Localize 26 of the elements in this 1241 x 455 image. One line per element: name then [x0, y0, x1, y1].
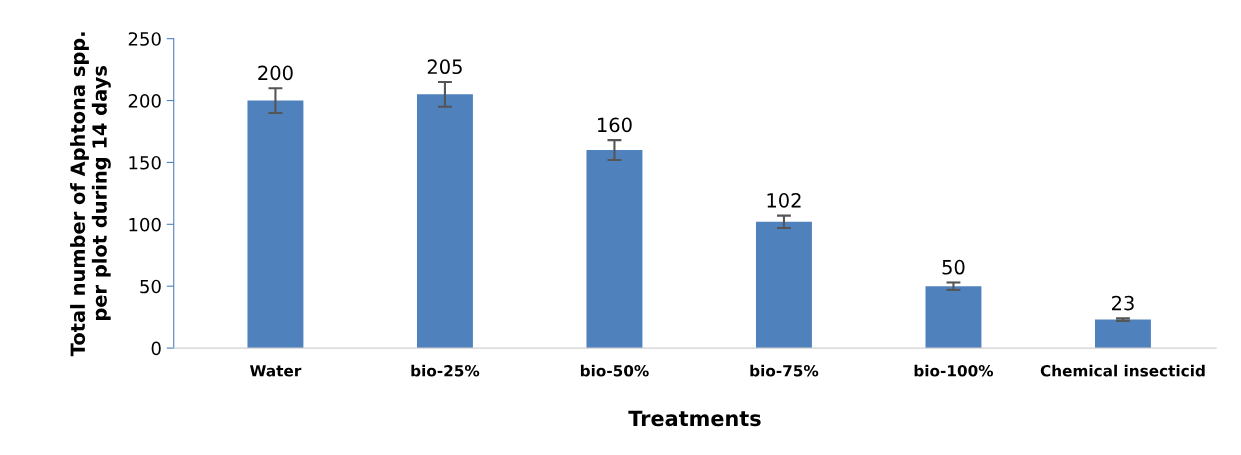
y-axis-title: Total number of Aphtona spp. per plot during 14 days — [70, 32, 111, 357]
x-tick-label: bio-100% — [914, 364, 994, 377]
y-tick-label: 250 — [128, 32, 161, 46]
bar — [247, 100, 304, 349]
bar — [586, 150, 643, 349]
data-label: 50 — [942, 259, 965, 275]
y-tick-label: 0 — [151, 341, 161, 356]
x-tick-label: Water — [249, 365, 302, 377]
data-label: 102 — [767, 193, 801, 208]
bar — [416, 94, 473, 349]
x-tick-label: Chemical insecticid — [1040, 364, 1205, 377]
data-label: 23 — [1112, 295, 1134, 311]
x-axis-title: Treatments — [628, 410, 761, 427]
bar — [925, 286, 982, 349]
y-tick-label: 150 — [129, 155, 161, 170]
bar — [755, 221, 812, 349]
bar — [1094, 319, 1151, 349]
x-tick-label: bio-50% — [580, 364, 649, 377]
data-label: 160 — [598, 117, 632, 133]
x-tick-label: bio-25% — [411, 364, 480, 377]
y-tick-label: 100 — [129, 217, 161, 232]
y-tick-label: 200 — [128, 94, 161, 108]
data-label: 205 — [427, 59, 462, 75]
y-tick-label: 50 — [140, 279, 161, 294]
data-label: 200 — [258, 65, 293, 81]
x-tick-label: bio-75% — [750, 364, 819, 377]
